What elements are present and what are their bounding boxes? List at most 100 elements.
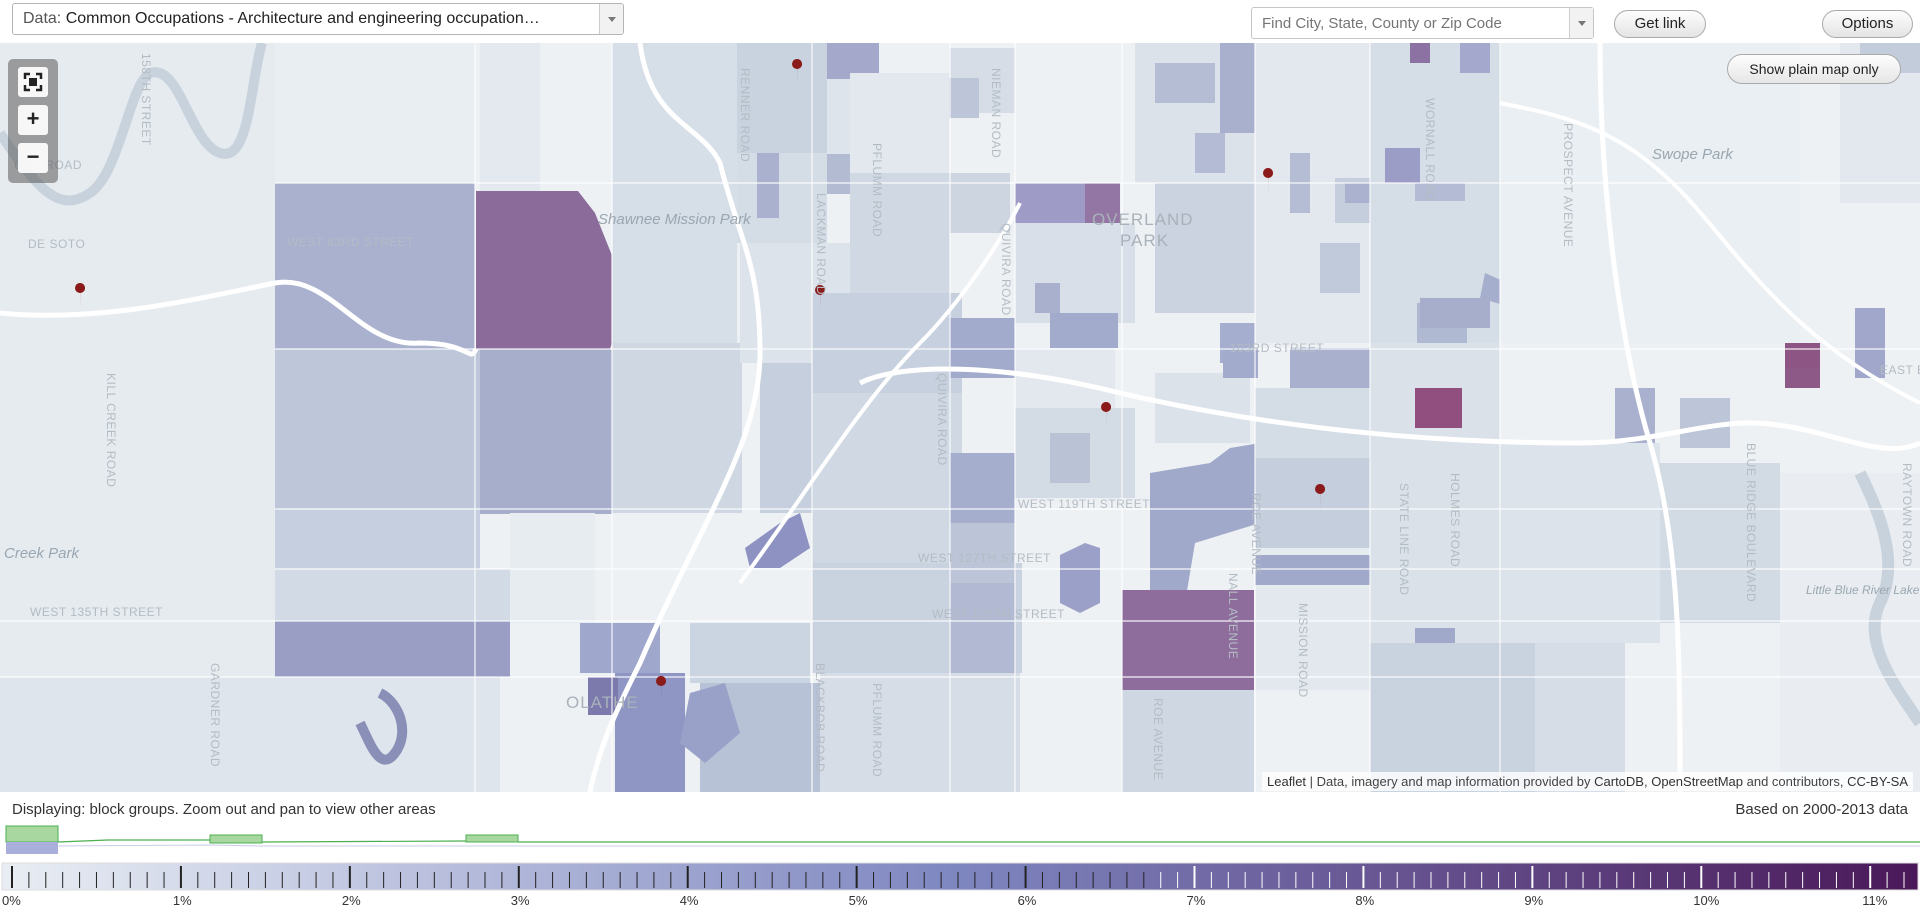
get-link-button[interactable]: Get link [1614,10,1706,38]
show-plain-map-button[interactable]: Show plain map only [1727,54,1901,84]
map-marker-icon[interactable] [656,676,667,702]
street-label: WEST 119TH STREET [1018,497,1151,511]
map-region [1050,313,1118,348]
map-region [1345,183,1370,203]
legend-tick-label: 7% [1187,893,1206,908]
options-button[interactable]: Options [1822,10,1913,38]
map-region [275,43,475,183]
location-search-input[interactable] [1251,7,1594,39]
map-region [480,43,540,191]
street-label: GARDNER ROAD [208,663,222,768]
map-region [1220,43,1255,133]
data-source-years: Based on 2000-2013 data [1735,801,1908,818]
map-marker-icon[interactable] [1315,484,1326,510]
map-region [0,677,500,792]
data-select-prefix: Data: [23,10,62,27]
cartodb-link[interactable]: CartoDB [1594,774,1644,789]
city-label: OVERLAND [1092,210,1194,229]
legend-tick-label: 11% [1862,893,1887,908]
street-label: QUIVIRA ROAD [935,373,949,466]
street-label: WEST 127TH STREET [918,551,1051,565]
map-region [812,393,962,563]
map-region [850,73,950,173]
street-label: WEST 135TH STREET [932,607,1065,621]
map-region [1255,458,1370,548]
map-region [1150,443,1260,603]
park-label: Swope Park [1652,146,1733,163]
data-select[interactable]: Data: Common Occupations - Architecture … [12,3,624,35]
map-region [1060,543,1100,613]
place-markers [75,59,1326,702]
street-label: PFLUMM ROAD [870,143,884,238]
map-region [275,569,510,621]
leaflet-link[interactable]: Leaflet [1267,774,1307,789]
legend-gradient [1,862,1919,891]
map-canvas[interactable] [0,43,1920,792]
map-region [1255,555,1370,585]
street-label: QUIVIRA ROAD [999,223,1013,316]
park-label: Little Blue River Lake [1806,583,1920,597]
map-marker-icon[interactable] [815,285,826,311]
attribution-text: and contributors, [1743,774,1848,789]
map-region [1015,183,1085,223]
map-region [757,153,779,218]
histogram-bar [5,825,59,843]
top-toolbar: Data: Common Occupations - Architecture … [0,0,1920,43]
osm-link[interactable]: OpenStreetMap [1651,774,1743,789]
map-region [1420,298,1490,328]
zoom-out-button[interactable]: − [18,143,48,173]
street-label: RAYTOWN ROAD [1900,463,1914,568]
chevron-down-icon[interactable] [1569,8,1593,38]
lake [355,688,408,765]
map-view[interactable]: WEST 83RD STREET 103RD STREET WEST 119TH… [0,43,1920,792]
legend-tick-label: 0% [2,893,21,908]
fit-bounds-button[interactable] [18,67,48,97]
map-region [1780,473,1920,792]
histogram-bar [465,834,519,843]
map-marker-icon[interactable] [1263,168,1274,194]
map-region [1500,43,1800,343]
legend-tick-label: 4% [680,893,699,908]
map-region [1500,443,1660,643]
map-region [1535,633,1625,792]
chevron-down-icon[interactable] [599,4,623,34]
attribution-text: | Data, imagery and map information prov… [1306,774,1595,789]
river [0,43,267,206]
license-link[interactable]: CC-BY-SA [1847,774,1908,789]
park-label: Creek Park [4,545,80,562]
map-marker-icon[interactable] [75,283,86,309]
map-region [1085,183,1120,223]
map-region [510,513,595,623]
street-grid [0,43,1920,792]
street-label: 103RD STREET [1230,341,1325,355]
highway [1597,43,1683,792]
map-region [476,191,615,349]
street-label: WORNALL ROAD [1423,98,1437,201]
zoom-control: + − [8,59,58,183]
map-region [1195,133,1225,173]
legend-tick-label: 3% [511,893,530,908]
map-region [1015,348,1115,408]
map-region [950,523,1015,583]
street-label: KILL CREEK ROAD [104,373,118,488]
highway [587,43,763,792]
street-label: NALL AVENUE [1226,573,1240,660]
histogram-line [57,844,1920,847]
street-label: PROSPECT AVENUE [1561,123,1575,248]
legend-tick-label: 10% [1693,893,1719,908]
distribution-histogram [5,825,1920,854]
displaying-status: Displaying: block groups. Zoom out and p… [12,801,436,818]
zoom-in-button[interactable]: + [18,105,48,135]
street-label: EAST BANN [1880,363,1920,377]
map-marker-icon[interactable] [792,59,803,85]
street-label: HOLMES ROAD [1448,473,1462,568]
map-marker-icon[interactable] [1101,402,1112,428]
street-label: 158TH STREET [139,53,153,146]
map-region [612,43,737,343]
map-region [1415,183,1465,201]
map-region [1410,43,1430,63]
park-label: Shawnee Mission Park [598,211,751,228]
map-region [1122,690,1254,792]
map-region [1050,433,1090,483]
map-region [1155,63,1215,103]
